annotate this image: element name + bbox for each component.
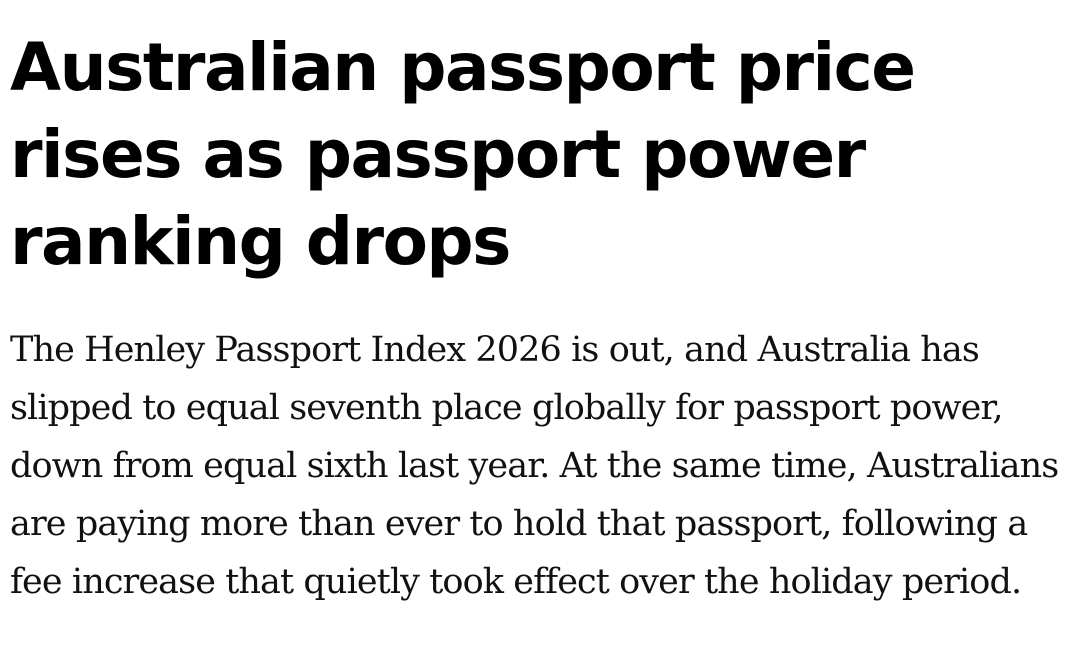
article-standfirst: The Henley Passport Index 2026 is out, a… xyxy=(10,330,1059,602)
article-headline: Australian passport price rises as passp… xyxy=(10,29,916,280)
article: Australian passport price rises as passp… xyxy=(10,0,1070,611)
